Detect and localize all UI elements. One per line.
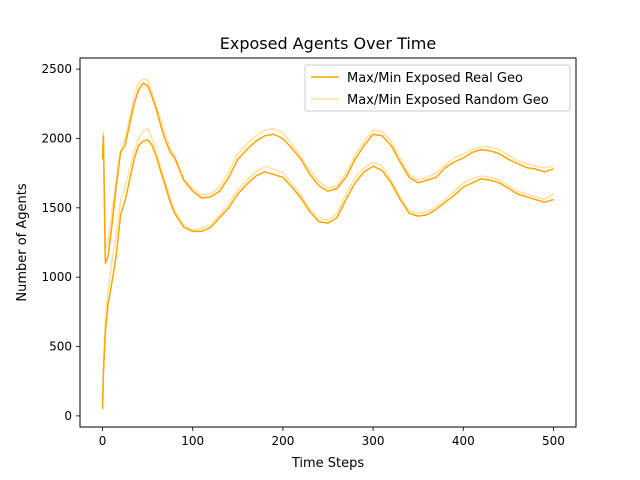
series-line-random-geo-min [101, 127, 554, 405]
legend-box [304, 64, 571, 112]
x-tick-label: 500 [542, 434, 565, 448]
y-tick-label: 500 [49, 340, 72, 354]
axes-frame [79, 57, 577, 428]
y-tick-label: 2500 [41, 62, 72, 76]
series-layer [101, 78, 554, 410]
x-tick-label: 0 [99, 434, 107, 448]
series-line-real-geo-min [101, 139, 554, 410]
x-tick-label: 300 [362, 434, 385, 448]
y-tick-label: 1500 [41, 201, 72, 215]
y-axis-label: Number of Agents [15, 183, 30, 301]
chart-title: Exposed Agents Over Time [220, 34, 436, 53]
x-tick-label: 200 [271, 434, 294, 448]
y-tick-label: 1000 [41, 270, 72, 284]
x-axis-label: Time Steps [291, 456, 365, 471]
x-tick-label: 100 [181, 434, 204, 448]
x-tick-label: 400 [452, 434, 475, 448]
legend-label-real-geo: Max/Min Exposed Real Geo [347, 71, 523, 86]
y-tick-label: 2000 [41, 131, 72, 145]
ticks-layer: 0 100 200 300 400 500 0 500 1000 1500 2000 2500 [41, 62, 564, 448]
legend: Max/Min Exposed Real Geo Max/Min Exposed… [304, 64, 571, 112]
legend-label-random-geo: Max/Min Exposed Random Geo [347, 93, 549, 108]
y-tick-label: 0 [64, 409, 72, 423]
series-line-random-geo-max [101, 78, 554, 251]
series-line-real-geo-max [101, 82, 554, 265]
